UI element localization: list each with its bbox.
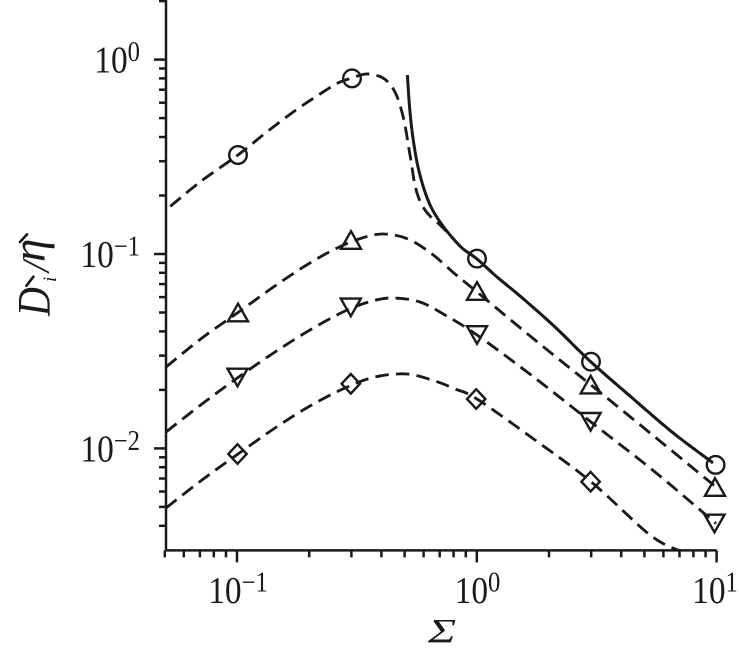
svg-text:i: i — [40, 277, 61, 282]
svg-text:Σ: Σ — [427, 612, 456, 650]
svg-text:100: 100 — [94, 36, 140, 80]
svg-text:/: / — [16, 258, 58, 274]
svg-text:D: D — [9, 287, 61, 317]
svg-text:η: η — [4, 239, 56, 262]
